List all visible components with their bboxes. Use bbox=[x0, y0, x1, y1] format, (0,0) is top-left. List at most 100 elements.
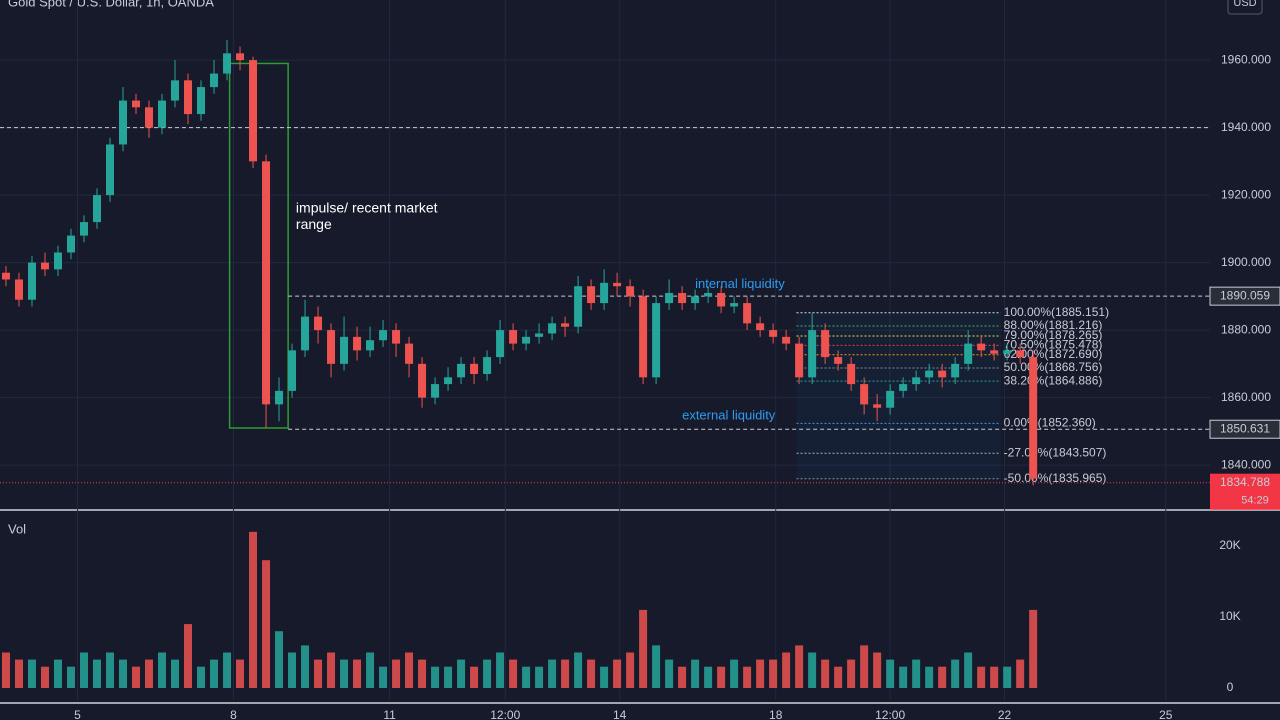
candle-body bbox=[626, 286, 635, 297]
candle-body bbox=[925, 370, 934, 378]
candle-body bbox=[808, 330, 817, 378]
volume-bar bbox=[899, 666, 908, 689]
volume-bar bbox=[561, 659, 570, 689]
candle-body bbox=[613, 282, 622, 287]
candle-body bbox=[873, 404, 882, 408]
candle-body bbox=[535, 333, 544, 337]
candle-body bbox=[743, 303, 752, 324]
x-tick-label: 14 bbox=[613, 708, 627, 720]
annotation: internal liquidity bbox=[695, 276, 785, 291]
volume-bar bbox=[275, 631, 284, 689]
fib-label: 62.00%(1872.690) bbox=[1004, 347, 1103, 361]
y-tick-label: 1960.000 bbox=[1221, 52, 1271, 66]
candle-body bbox=[1016, 350, 1025, 358]
volume-bar bbox=[496, 652, 505, 689]
volume-bar bbox=[483, 659, 492, 689]
volume-bar bbox=[66, 666, 75, 689]
candle-body bbox=[990, 350, 999, 354]
candle-body bbox=[223, 53, 232, 74]
y-tick-label: 1940.000 bbox=[1221, 120, 1271, 134]
x-tick-label: 11 bbox=[383, 708, 396, 720]
candle-body bbox=[717, 292, 726, 307]
fib-label: -50.00%(1835.965) bbox=[1004, 471, 1107, 485]
candle-body bbox=[184, 80, 193, 115]
volume-bar bbox=[704, 666, 713, 689]
candle-body bbox=[158, 100, 167, 128]
candle-body bbox=[938, 370, 947, 378]
candle-body bbox=[1, 272, 10, 280]
candle-body bbox=[483, 357, 492, 374]
candle-body bbox=[704, 292, 713, 297]
candle-body bbox=[977, 343, 986, 351]
volume-bar bbox=[977, 666, 986, 689]
volume-bar bbox=[964, 652, 973, 689]
volume-bar bbox=[886, 659, 895, 689]
candle-body bbox=[392, 330, 401, 344]
fib-label: 38.20%(1864.886) bbox=[1004, 373, 1103, 387]
candle-body bbox=[53, 252, 62, 270]
fib-label: 88.00%(1881.216) bbox=[1004, 318, 1103, 332]
candle-body bbox=[691, 296, 700, 304]
countdown: 54:29 bbox=[1241, 495, 1269, 507]
volume-bar bbox=[171, 659, 180, 689]
volume-bar bbox=[782, 652, 791, 689]
candle-body bbox=[509, 330, 518, 344]
volume-bar bbox=[444, 666, 453, 689]
chart-title: Gold Spot / U.S. Dollar, 1h, OANDA bbox=[8, 0, 214, 9]
candle-body bbox=[652, 303, 661, 378]
currency: USD bbox=[1233, 0, 1256, 9]
volume-bar bbox=[457, 659, 466, 689]
candle-body bbox=[405, 343, 414, 364]
candle-body bbox=[27, 262, 36, 300]
volume-bar bbox=[730, 659, 739, 689]
volume-bar bbox=[340, 659, 349, 689]
candle-body bbox=[795, 343, 804, 378]
volume-bar bbox=[626, 652, 635, 689]
candle-body bbox=[40, 262, 49, 270]
y-tick-label: 20K bbox=[1219, 538, 1240, 552]
candle-body bbox=[847, 363, 856, 385]
candle-body bbox=[600, 282, 609, 304]
fib-label: -27.00%(1843.507) bbox=[1004, 445, 1107, 459]
candle-body bbox=[66, 235, 75, 253]
candle-body bbox=[327, 330, 336, 364]
volume-bar bbox=[821, 659, 830, 689]
volume-bar bbox=[27, 659, 36, 689]
candle-body bbox=[522, 336, 531, 344]
volume-bar bbox=[691, 659, 700, 689]
volume-bar bbox=[600, 666, 609, 689]
volume-bar bbox=[353, 659, 362, 689]
candle-body bbox=[769, 330, 778, 337]
candle-body bbox=[106, 144, 114, 196]
volume-bar bbox=[145, 659, 154, 689]
volume-bar bbox=[756, 659, 765, 689]
annotation: external liquidity bbox=[682, 408, 776, 423]
x-tick-label: 12:00 bbox=[490, 708, 520, 720]
volume-bar bbox=[639, 609, 648, 689]
candle-body bbox=[951, 363, 960, 378]
price-label: 1890.059 bbox=[1220, 288, 1270, 302]
y-tick-label: 1860.000 bbox=[1221, 390, 1271, 404]
annotation: range bbox=[296, 216, 332, 232]
price-label: 1850.631 bbox=[1220, 421, 1270, 435]
last-price-box bbox=[1210, 473, 1280, 510]
volume-bar bbox=[1016, 659, 1025, 689]
volume-bar bbox=[379, 666, 388, 689]
y-tick-label: 10K bbox=[1219, 609, 1240, 623]
volume-bar bbox=[1003, 666, 1012, 689]
y-tick-label: 1920.000 bbox=[1221, 187, 1271, 201]
volume-bar bbox=[574, 652, 583, 689]
x-tick-label: 25 bbox=[1159, 708, 1173, 720]
candle-body bbox=[379, 330, 388, 341]
price-label-box bbox=[1209, 419, 1280, 439]
candle-body bbox=[314, 316, 323, 331]
candle-body bbox=[14, 279, 23, 300]
fib-zone bbox=[796, 312, 1001, 479]
fib-label: 79.00%(1878.265) bbox=[1004, 328, 1103, 342]
candle-body bbox=[444, 377, 453, 385]
volume-bar bbox=[236, 659, 245, 689]
volume-bar bbox=[53, 659, 62, 689]
volume-bar bbox=[613, 659, 622, 689]
volume-bar bbox=[548, 659, 557, 689]
y-tick-label: 1900.000 bbox=[1221, 255, 1271, 269]
